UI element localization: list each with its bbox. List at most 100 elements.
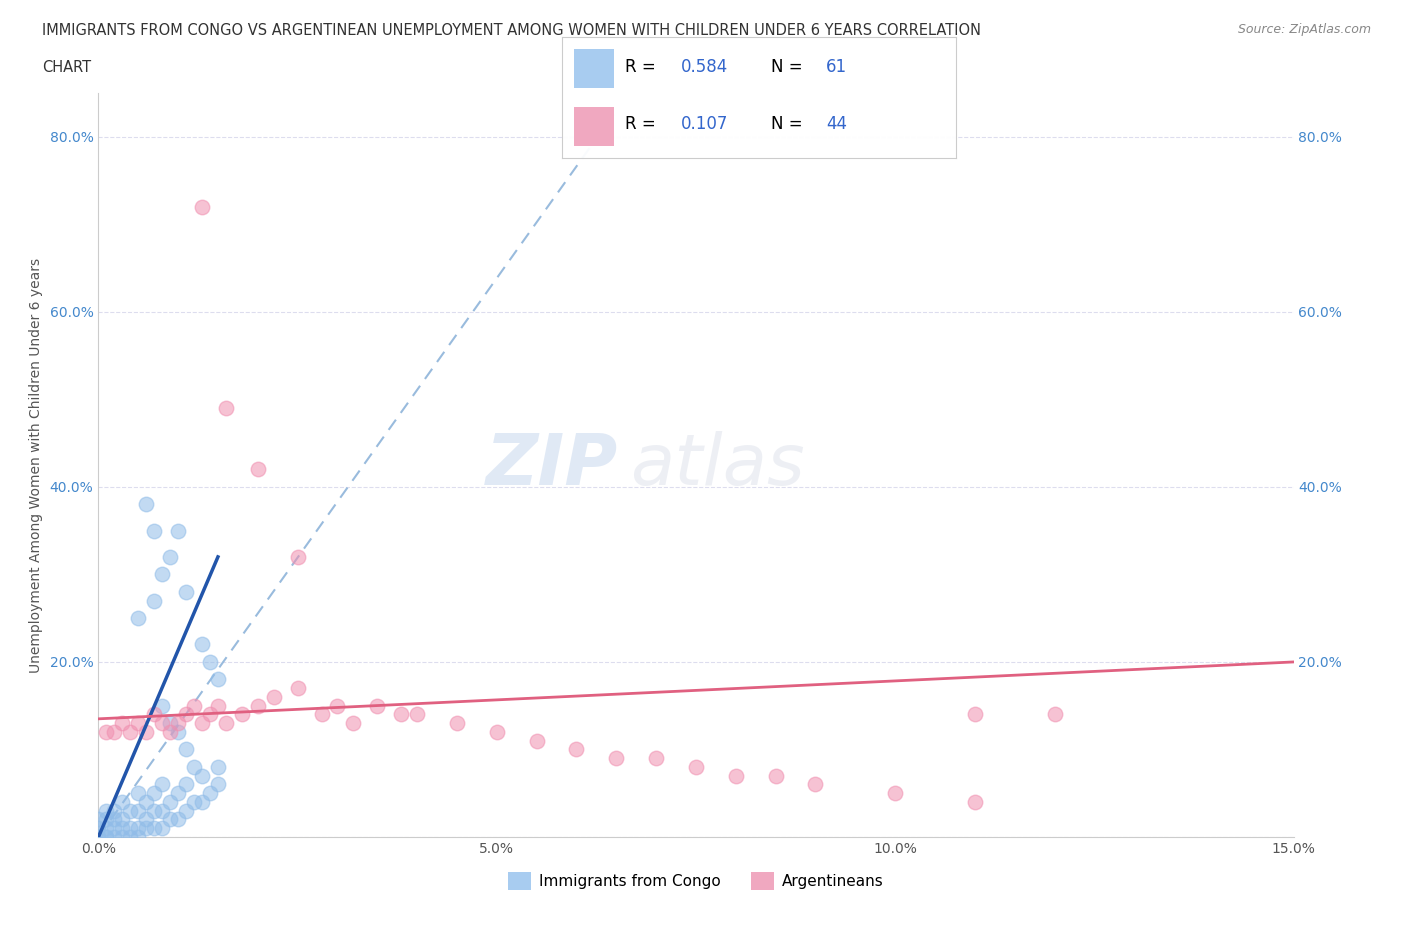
Point	[96, 724, 118, 739]
Point	[159, 716, 181, 731]
Point	[1043, 707, 1066, 722]
Point	[143, 786, 166, 801]
Point	[183, 794, 205, 809]
Point	[389, 707, 412, 722]
Point	[246, 698, 269, 713]
Point	[111, 794, 134, 809]
Point	[127, 821, 149, 836]
Point	[159, 812, 181, 827]
Point	[167, 716, 190, 731]
Bar	[574, 49, 613, 88]
Point	[111, 821, 134, 836]
Legend: Immigrants from Congo, Argentineans: Immigrants from Congo, Argentineans	[502, 866, 890, 897]
Point	[150, 777, 173, 792]
Point	[127, 830, 149, 844]
Text: atlas: atlas	[630, 431, 804, 499]
Point	[884, 786, 907, 801]
Point	[207, 777, 229, 792]
Point	[183, 760, 205, 775]
Text: Source: ZipAtlas.com: Source: ZipAtlas.com	[1237, 23, 1371, 36]
Point	[96, 804, 118, 818]
Point	[135, 794, 157, 809]
Point	[963, 707, 986, 722]
Point	[150, 716, 173, 731]
Text: IMMIGRANTS FROM CONGO VS ARGENTINEAN UNEMPLOYMENT AMONG WOMEN WITH CHILDREN UNDE: IMMIGRANTS FROM CONGO VS ARGENTINEAN UNE…	[42, 23, 981, 38]
Point	[207, 698, 229, 713]
Point	[191, 794, 214, 809]
Point	[135, 812, 157, 827]
Point	[207, 760, 229, 775]
Point	[111, 812, 134, 827]
Point	[120, 804, 142, 818]
Point	[174, 804, 197, 818]
Text: 0.107: 0.107	[681, 115, 728, 133]
Text: ZIP: ZIP	[486, 431, 619, 499]
Point	[143, 707, 166, 722]
Point	[143, 804, 166, 818]
Point	[159, 794, 181, 809]
Point	[804, 777, 827, 792]
Point	[167, 724, 190, 739]
Point	[87, 812, 110, 827]
Point	[685, 760, 707, 775]
Point	[127, 804, 149, 818]
Point	[150, 804, 173, 818]
Point	[198, 707, 221, 722]
Text: R =: R =	[626, 59, 661, 76]
Text: 44: 44	[827, 115, 848, 133]
Point	[135, 821, 157, 836]
Point	[526, 733, 548, 748]
Point	[96, 812, 118, 827]
Point	[135, 497, 157, 512]
Point	[159, 724, 181, 739]
Point	[287, 681, 309, 696]
Point	[96, 830, 118, 844]
Point	[96, 830, 118, 844]
Point	[198, 786, 221, 801]
Point	[127, 786, 149, 801]
Point	[406, 707, 429, 722]
Point	[311, 707, 333, 722]
Point	[143, 524, 166, 538]
Point	[191, 768, 214, 783]
Point	[565, 742, 588, 757]
Point	[159, 550, 181, 565]
Point	[103, 830, 125, 844]
Point	[191, 716, 214, 731]
Point	[191, 199, 214, 214]
Point	[103, 821, 125, 836]
Point	[87, 830, 110, 844]
Point	[143, 593, 166, 608]
Text: R =: R =	[626, 115, 661, 133]
Point	[167, 786, 190, 801]
Point	[174, 777, 197, 792]
Point	[765, 768, 787, 783]
Point	[215, 716, 238, 731]
Text: 0.584: 0.584	[681, 59, 728, 76]
Point	[127, 611, 149, 626]
Point	[167, 524, 190, 538]
Text: N =: N =	[770, 59, 808, 76]
Point	[174, 742, 197, 757]
Point	[342, 716, 364, 731]
Point	[446, 716, 468, 731]
Point	[174, 707, 197, 722]
Point	[103, 812, 125, 827]
Point	[111, 716, 134, 731]
Point	[174, 584, 197, 599]
Point	[366, 698, 388, 713]
Bar	[574, 107, 613, 146]
Point	[191, 637, 214, 652]
Point	[183, 698, 205, 713]
Point	[87, 830, 110, 844]
Point	[87, 821, 110, 836]
Point	[120, 830, 142, 844]
Point	[96, 821, 118, 836]
Point	[150, 567, 173, 582]
Point	[103, 724, 125, 739]
Point	[135, 724, 157, 739]
Point	[215, 401, 238, 416]
Point	[246, 462, 269, 477]
Text: N =: N =	[770, 115, 808, 133]
Point	[963, 794, 986, 809]
